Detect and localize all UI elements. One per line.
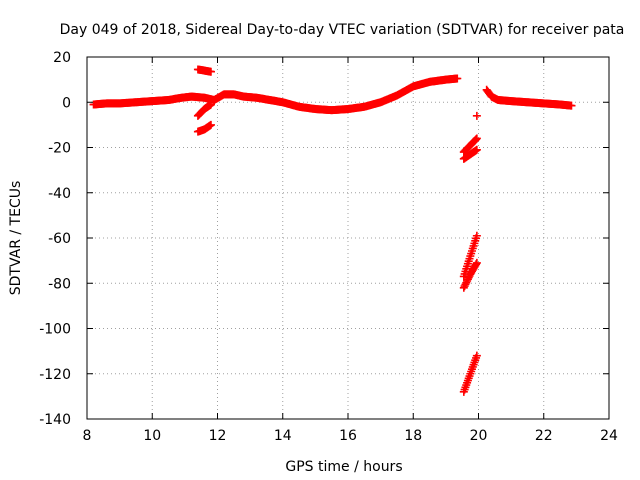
x-tick-label: 20 — [470, 428, 488, 444]
x-tick-label: 16 — [339, 428, 357, 444]
data-point — [567, 101, 576, 110]
x-tick-label: 22 — [535, 428, 553, 444]
x-axis: 8 10 12 14 16 18 20 22 24 — [83, 57, 618, 444]
data-point — [472, 135, 481, 144]
x-axis-title: GPS time / hours — [285, 459, 402, 475]
y-axis-title: SDTVAR / TECUs — [8, 181, 24, 296]
data-point — [453, 74, 462, 83]
y-tick-label: 0 — [62, 95, 71, 111]
y-tick-label: -80 — [48, 276, 71, 292]
y-tick-label: -140 — [39, 412, 71, 428]
data-point — [472, 111, 481, 120]
chart-title: Day 049 of 2018, Sidereal Day-to-day VTE… — [60, 22, 625, 38]
x-tick-label: 8 — [83, 428, 92, 444]
data-point — [206, 120, 215, 129]
y-tick-label: -20 — [48, 141, 71, 157]
y-tick-label: -100 — [39, 322, 71, 338]
x-tick-label: 24 — [600, 428, 618, 444]
y-tick-label: -120 — [39, 367, 71, 383]
y-tick-label: -60 — [48, 231, 71, 247]
x-tick-label: 14 — [274, 428, 292, 444]
data-point — [206, 100, 215, 109]
x-tick-label: 10 — [143, 428, 161, 444]
data-point — [472, 231, 481, 240]
y-axis: 20 0 -20 -40 -60 -80 -100 -120 -140 — [39, 50, 609, 428]
x-tick-label: 12 — [209, 428, 227, 444]
data-point — [472, 351, 481, 360]
x-tick-label: 18 — [404, 428, 422, 444]
y-tick-label: -40 — [48, 186, 71, 202]
data-point — [471, 136, 480, 145]
y-tick-label: 20 — [53, 50, 71, 66]
data-point — [472, 258, 481, 267]
data-point — [472, 145, 481, 154]
data-points — [89, 65, 576, 396]
data-point — [472, 134, 481, 143]
data-point — [472, 260, 481, 269]
grid — [87, 57, 609, 419]
data-point — [206, 67, 215, 76]
